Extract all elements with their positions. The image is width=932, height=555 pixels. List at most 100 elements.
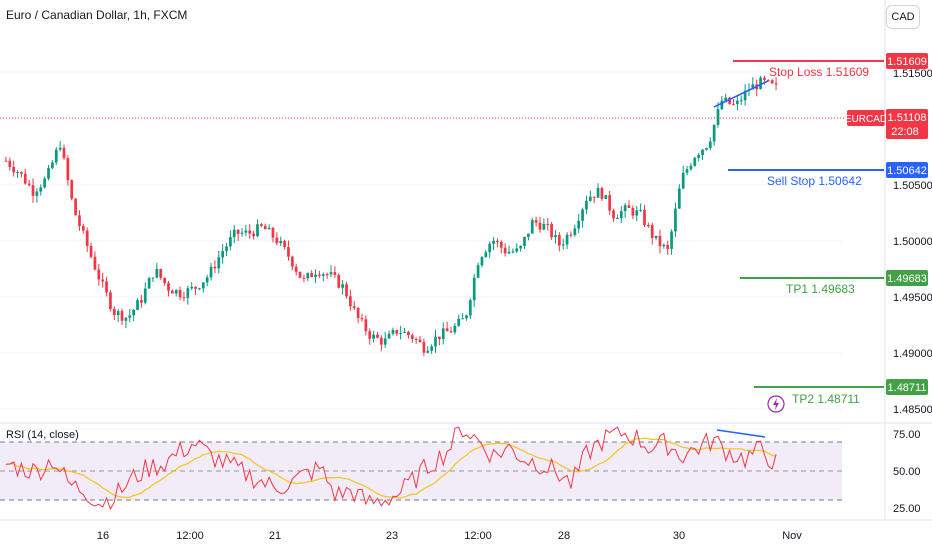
candle-body — [492, 240, 495, 244]
candle-body — [503, 247, 507, 254]
candle-body — [182, 297, 186, 299]
candle-body — [205, 277, 209, 283]
candle-body — [546, 223, 550, 225]
candle-body — [376, 334, 379, 338]
candle-body — [449, 331, 453, 333]
candle-body — [209, 266, 213, 278]
candle-body — [728, 97, 731, 104]
candle-body — [325, 274, 329, 276]
candle-body — [511, 251, 515, 253]
candle-body — [441, 328, 445, 340]
candle-body — [372, 334, 375, 339]
candle-body — [743, 90, 747, 101]
tp1-label: TP1 1.49683 — [786, 282, 855, 296]
candle-body — [565, 234, 569, 245]
candle-body — [279, 240, 283, 244]
candle-body — [751, 84, 755, 90]
candle-body — [213, 266, 217, 269]
candle-body — [619, 211, 623, 219]
main-grid — [0, 71, 842, 430]
candle-body — [468, 300, 472, 316]
stop-loss-level[interactable]: Stop Loss 1.51609 — [733, 60, 884, 79]
candle-body — [260, 224, 263, 226]
price-tick: 1.49500 — [893, 292, 932, 304]
candle-body — [186, 288, 190, 298]
candle-body — [294, 266, 298, 272]
candle-body — [275, 237, 279, 244]
time-tick: 16 — [97, 530, 109, 542]
tp2-level[interactable]: TP2 1.48711 — [754, 386, 884, 406]
candle-body — [391, 330, 395, 334]
candle-body — [414, 338, 418, 340]
candlestick-series — [4, 75, 778, 357]
candle-body — [650, 225, 654, 239]
stop-loss-price-box: 1.51609 — [886, 53, 928, 69]
candle-body — [403, 331, 406, 333]
candle-body — [120, 311, 124, 321]
candle-body — [310, 273, 314, 278]
symbol-title[interactable]: Euro / Canadian Dollar, 1h, FXCM — [6, 8, 187, 22]
candle-body — [581, 209, 584, 221]
candle-body — [534, 220, 538, 223]
candle-body — [770, 80, 774, 84]
candle-body — [724, 97, 728, 101]
candle-body — [426, 350, 430, 353]
candle-body — [387, 333, 391, 339]
currency-button[interactable]: CAD — [886, 5, 920, 29]
candle-body — [337, 274, 341, 288]
candle-body — [395, 330, 399, 334]
candle-body — [592, 196, 596, 198]
candle-body — [163, 277, 166, 284]
tp1-level[interactable]: TP1 1.49683 — [740, 277, 884, 296]
lightning-icon[interactable] — [767, 395, 785, 413]
candle-body — [51, 162, 54, 169]
candle-body — [530, 220, 534, 234]
candle-body — [147, 278, 151, 289]
candle-body — [670, 231, 673, 249]
candle-body — [20, 172, 23, 174]
candle-body — [434, 336, 437, 347]
candle-body — [140, 300, 143, 303]
time-tick: 30 — [673, 530, 685, 542]
candle-body — [666, 244, 670, 249]
candle-body — [585, 200, 588, 210]
candle-body — [538, 222, 542, 230]
candle-body — [631, 207, 635, 216]
candle-body — [588, 196, 592, 201]
candle-body — [457, 318, 461, 326]
candle-body — [256, 224, 259, 237]
tp2-price-box: 1.48711 — [886, 379, 928, 395]
candle-body — [542, 223, 546, 230]
price-tick: 1.50000 — [893, 236, 932, 248]
tp1-price-box: 1.49683 — [886, 270, 928, 286]
candle-body — [736, 100, 739, 104]
candle-body — [221, 251, 225, 258]
candle-body — [643, 209, 646, 225]
candle-body — [515, 248, 519, 252]
candle-body — [201, 282, 205, 289]
rsi-title[interactable]: RSI (14, close) — [6, 429, 79, 441]
candle-body — [716, 109, 720, 125]
candle-body — [523, 237, 526, 247]
candle-body — [519, 246, 522, 249]
candle-body — [298, 271, 302, 278]
current-price-value: 1.51108 — [888, 112, 927, 124]
candle-body — [557, 235, 561, 246]
sell-stop-level[interactable]: Sell Stop 1.50642 — [728, 169, 884, 188]
candle-body — [93, 256, 97, 270]
candle-body — [12, 166, 16, 173]
candle-body — [58, 147, 62, 150]
candle-body — [604, 195, 608, 199]
time-tick: Nov — [782, 530, 802, 542]
candle-body — [720, 100, 724, 110]
candle-body — [16, 172, 19, 174]
candle-body — [244, 230, 248, 233]
current-price-box: EURCAD 1.51108 22:08 — [845, 109, 928, 139]
candle-body — [236, 229, 240, 234]
candle-body — [476, 265, 480, 278]
candle-body — [739, 100, 743, 102]
candle-body — [693, 157, 697, 166]
candle-body — [225, 246, 228, 252]
candle-body — [229, 237, 232, 247]
